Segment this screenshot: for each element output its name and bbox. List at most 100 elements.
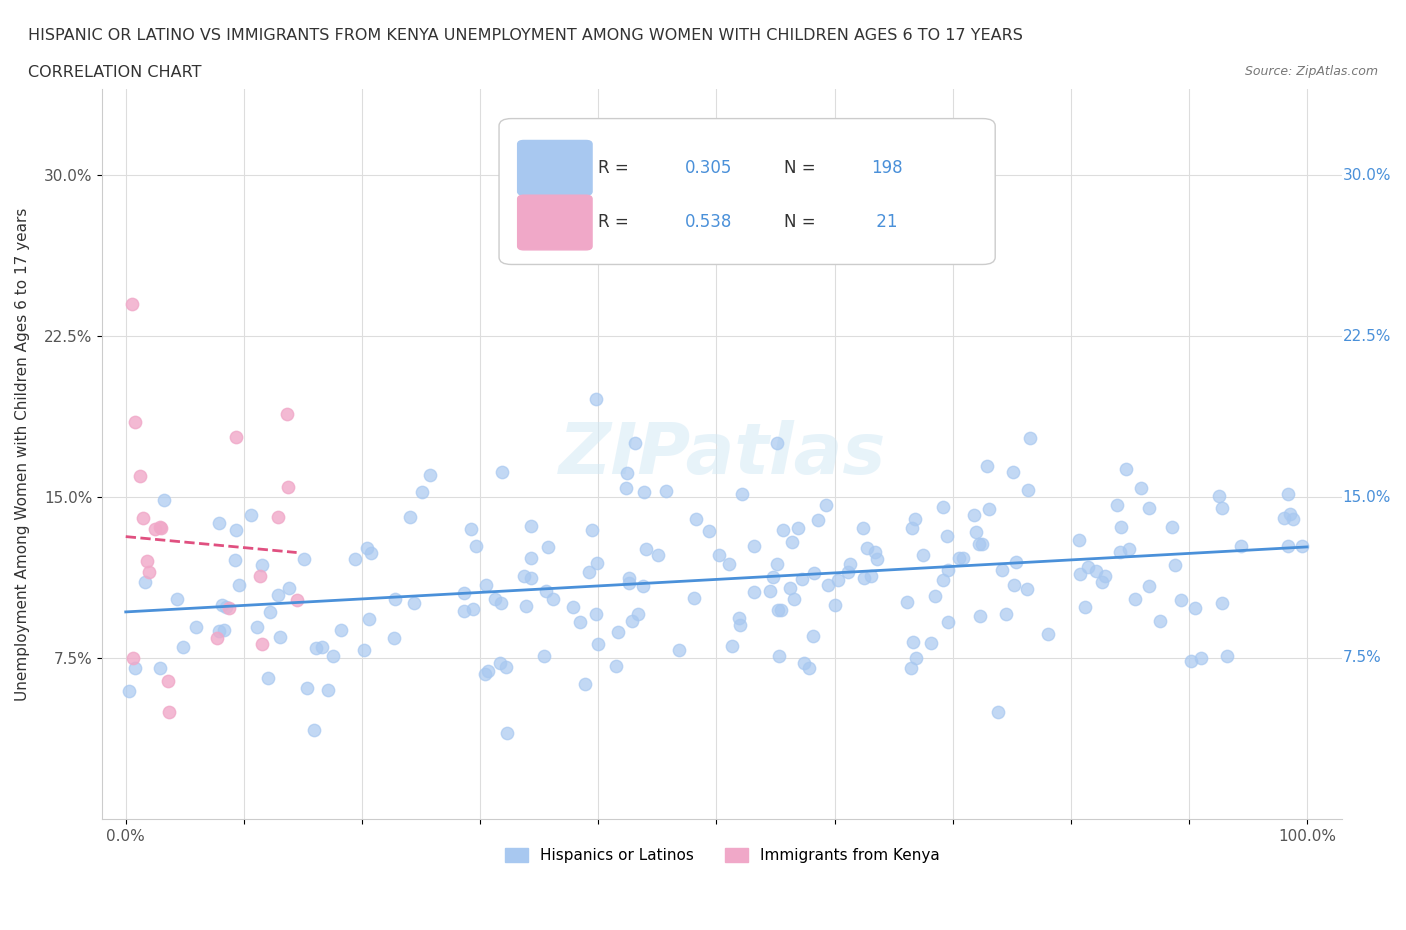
Point: [411, 485, 433, 499]
Point: [129, 468, 152, 483]
Point: [905, 651, 928, 666]
Point: [1002, 578, 1025, 592]
Point: [562, 599, 585, 614]
Point: [322, 649, 344, 664]
Point: [936, 563, 959, 578]
Point: [1109, 520, 1132, 535]
Point: [1038, 627, 1060, 642]
Point: [1215, 649, 1237, 664]
Point: [911, 548, 934, 563]
Point: [783, 592, 806, 607]
Point: [620, 614, 643, 629]
Point: [124, 415, 146, 430]
Text: N =: N =: [785, 159, 821, 178]
Point: [952, 551, 974, 565]
Text: R =: R =: [599, 213, 634, 232]
Point: [827, 573, 849, 588]
Point: [969, 608, 991, 623]
Point: [1018, 431, 1040, 445]
Point: [134, 574, 156, 589]
Point: [311, 640, 333, 655]
Point: [218, 601, 240, 616]
Point: [855, 540, 877, 555]
Point: [824, 598, 846, 613]
Point: [496, 725, 519, 740]
Point: [585, 606, 607, 621]
FancyBboxPatch shape: [499, 119, 995, 264]
Point: [787, 521, 810, 536]
Point: [924, 589, 946, 604]
Point: [186, 619, 208, 634]
Point: [225, 523, 247, 538]
Point: [269, 630, 291, 644]
Point: [707, 548, 730, 563]
Point: [697, 524, 720, 538]
Point: [605, 658, 627, 673]
Point: [302, 723, 325, 737]
Point: [453, 604, 475, 618]
Point: [533, 648, 555, 663]
Point: [292, 551, 315, 566]
Text: 0.305: 0.305: [685, 159, 733, 178]
Point: [513, 568, 536, 583]
Point: [465, 538, 488, 553]
Point: [803, 565, 825, 580]
Point: [614, 481, 637, 496]
Point: [305, 641, 328, 656]
Point: [276, 406, 298, 421]
Point: [616, 465, 638, 480]
Text: 15.0%: 15.0%: [1343, 489, 1391, 505]
Point: [668, 643, 690, 658]
Point: [295, 681, 318, 696]
Point: [1115, 462, 1137, 477]
Point: [520, 571, 543, 586]
Point: [607, 624, 630, 639]
Point: [1137, 579, 1160, 594]
Text: 198: 198: [872, 159, 903, 178]
Point: [1109, 545, 1132, 560]
Point: [569, 615, 592, 630]
Point: [1091, 575, 1114, 590]
Point: [491, 464, 513, 479]
Text: R =: R =: [599, 159, 634, 178]
FancyBboxPatch shape: [517, 195, 592, 250]
Point: [267, 587, 290, 602]
Point: [224, 552, 246, 567]
Point: [790, 572, 813, 587]
Point: [150, 521, 173, 536]
Point: [1129, 481, 1152, 496]
Point: [815, 498, 838, 512]
Point: [330, 622, 353, 637]
Text: 22.5%: 22.5%: [1343, 328, 1391, 343]
Point: [903, 634, 925, 649]
Point: [1123, 592, 1146, 607]
Point: [215, 600, 238, 615]
Point: [991, 563, 1014, 578]
Point: [477, 664, 499, 679]
Point: [617, 571, 640, 586]
Point: [779, 580, 801, 595]
Point: [1017, 483, 1039, 498]
Point: [766, 435, 789, 450]
Point: [359, 611, 381, 626]
Point: [932, 499, 955, 514]
Point: [474, 667, 496, 682]
Point: [758, 584, 780, 599]
Point: [852, 521, 875, 536]
Text: 0.538: 0.538: [685, 213, 733, 232]
Point: [1107, 498, 1129, 512]
Point: [1277, 486, 1299, 501]
Point: [1149, 613, 1171, 628]
Point: [1211, 500, 1233, 515]
Point: [239, 508, 262, 523]
Point: [495, 659, 517, 674]
Point: [278, 580, 301, 595]
Point: [904, 512, 927, 526]
Point: [970, 537, 993, 551]
Point: [211, 598, 233, 613]
Point: [1277, 538, 1299, 553]
Point: [742, 538, 765, 553]
Point: [1208, 488, 1230, 503]
Point: [1163, 558, 1185, 573]
Point: [979, 501, 1001, 516]
